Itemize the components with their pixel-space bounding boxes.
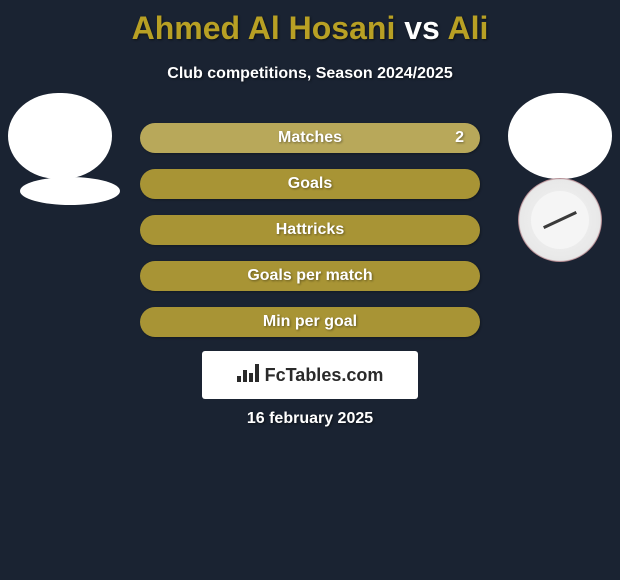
player2-name: Ali [448,10,489,46]
player2-avatar [508,93,612,179]
player1-club-badge [20,177,120,205]
branding-badge[interactable]: FcTables.com [202,351,418,399]
stat-row-matches: Matches 2 [140,123,480,153]
stat-row-hattricks: Hattricks [140,215,480,245]
stat-label: Min per goal [263,313,357,331]
stat-label: Goals [288,175,332,193]
vs-text: vs [404,10,440,46]
date-text: 16 february 2025 [0,410,620,428]
bars-icon [237,364,259,387]
player2-club-badge [518,178,602,262]
stat-value: 2 [455,129,464,147]
branding-text: FcTables.com [265,365,384,386]
stat-label: Matches [278,129,342,147]
stat-label: Hattricks [276,221,344,239]
stat-row-goals-per-match: Goals per match [140,261,480,291]
stat-row-goals: Goals [140,169,480,199]
stats-container: Matches 2 Goals Hattricks Goals per matc… [140,123,480,353]
stat-row-min-per-goal: Min per goal [140,307,480,337]
comparison-title: Ahmed Al Hosani vs Ali [0,0,620,47]
player1-avatar [8,93,112,179]
stat-label: Goals per match [247,267,372,285]
subtitle-text: Club competitions, Season 2024/2025 [0,65,620,83]
player1-name: Ahmed Al Hosani [132,10,396,46]
club-badge-inner [531,191,589,249]
club-badge-stripe [543,211,577,229]
